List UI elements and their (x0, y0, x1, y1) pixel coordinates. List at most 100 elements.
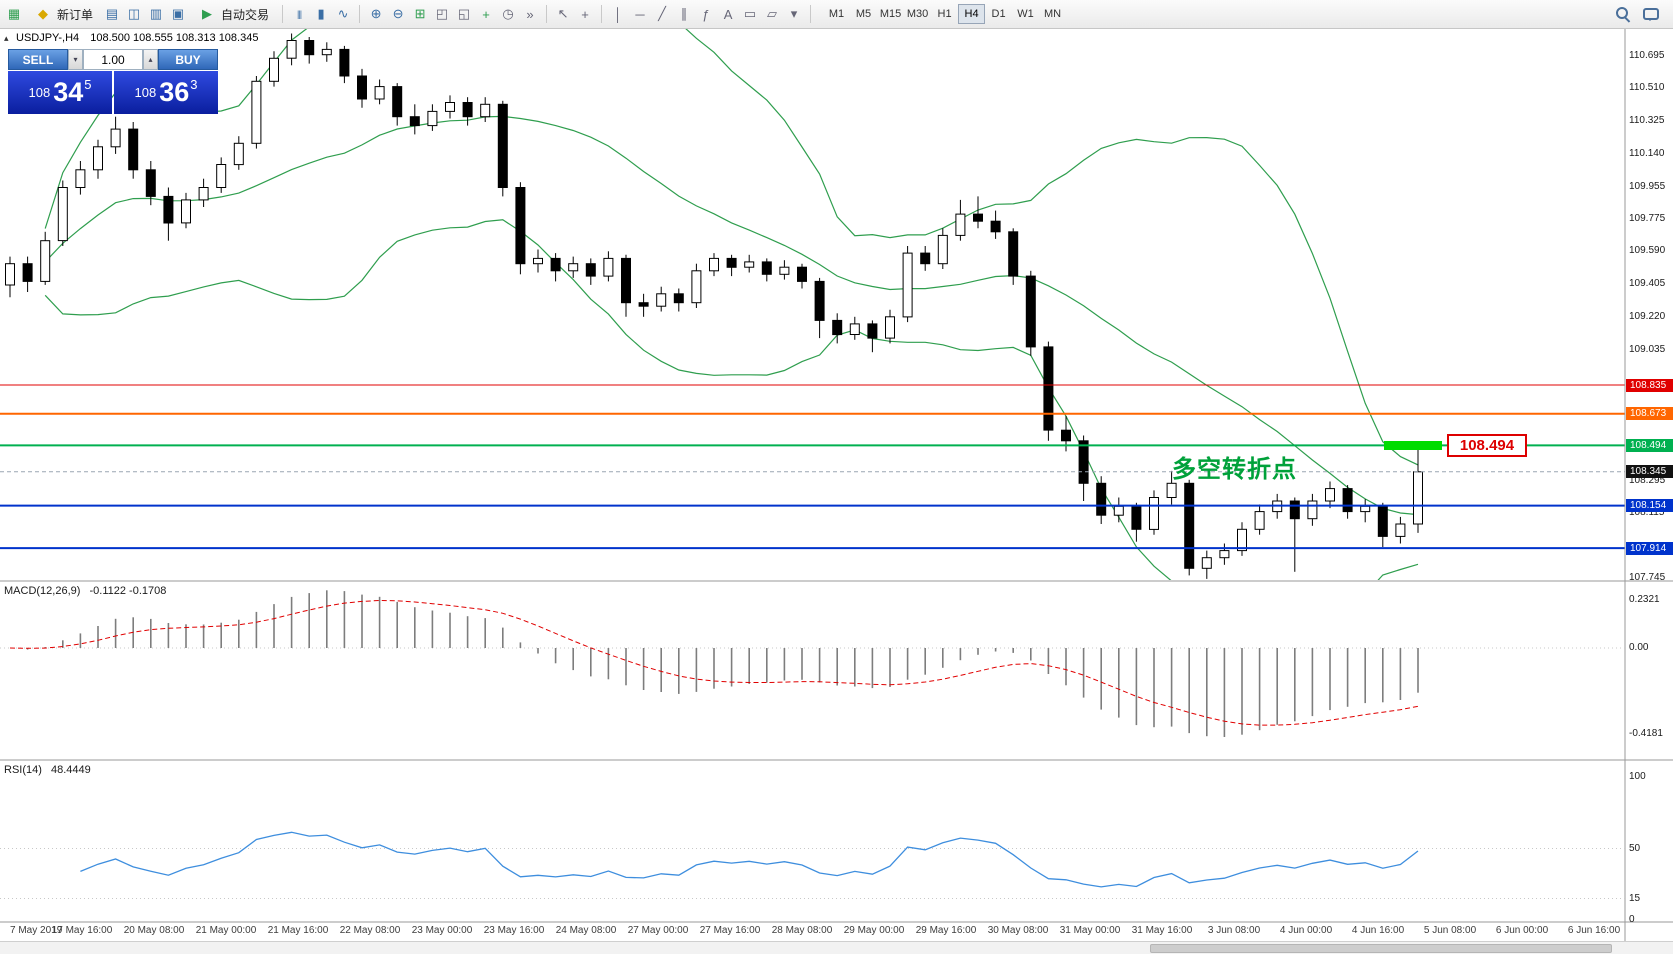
terminal-icon[interactable]: ▣ (171, 6, 185, 21)
indicators-icon[interactable]: + (482, 6, 490, 22)
timeframe-button-d1[interactable]: D1 (985, 4, 1012, 24)
trade-panel-price-row: 108 34 5 108 36 3 (8, 71, 218, 114)
autotrading-label: 自动交易 (221, 7, 270, 22)
sell-price-big: 34 (53, 77, 84, 107)
chart-symbol-period: USDJPY-,H4 (16, 32, 80, 44)
buy-price-sup: 3 (190, 77, 198, 92)
toolbar-separator (601, 5, 603, 23)
time-axis-label: 22 May 08:00 (339, 925, 401, 936)
navigator-icon[interactable]: ▥ (149, 6, 163, 21)
timeframe-button-m30[interactable]: M30 (904, 4, 931, 24)
time-axis-label: 5 Jun 08:00 (1423, 925, 1477, 936)
time-axis-label: 20 May 08:00 (123, 925, 185, 936)
time-axis-label: 31 May 16:00 (1131, 925, 1193, 936)
shapes-icon[interactable]: ▱ (767, 6, 778, 21)
toolbar-separator (282, 5, 284, 23)
sell-price-sup: 5 (84, 77, 92, 92)
trendline-icon[interactable]: ╱ (658, 6, 666, 21)
time-axis-label: 24 May 08:00 (555, 925, 617, 936)
fibonacci-icon[interactable]: ƒ (702, 6, 710, 22)
time-axis[interactable]: 7 May 2019 17 May 16:00 20 May 08:00 21 May… (0, 925, 1625, 940)
tile-windows-icon[interactable]: ◰ (435, 6, 449, 21)
buy-price-button[interactable]: 108 36 3 (114, 71, 218, 114)
timeframe-button-m1[interactable]: M1 (823, 4, 850, 24)
scrollbar-thumb[interactable] (1150, 944, 1612, 953)
trade-panel-top-row: SELL ▾ ▴ BUY (8, 49, 218, 70)
lot-size-input[interactable] (83, 49, 143, 70)
new-chart-icon[interactable]: ▦ (7, 6, 21, 21)
macd-values: -0.1122 -0.1708 (89, 585, 167, 597)
zoom-in-icon[interactable]: ⊕ (370, 6, 382, 21)
bar-chart-icon[interactable]: ||| (297, 9, 302, 19)
community-icon[interactable] (1643, 8, 1659, 21)
toolbar-right-group (1615, 6, 1669, 22)
time-axis-label: 4 Jun 00:00 (1279, 925, 1333, 936)
cascade-windows-icon[interactable]: ◱ (457, 6, 471, 21)
time-axis-label: 4 Jun 16:00 (1351, 925, 1405, 936)
chart-ohlc-values: 108.500 108.555 108.313 108.345 (90, 32, 259, 44)
timeframe-button-m5[interactable]: M5 (850, 4, 877, 24)
market-watch-icon[interactable]: ◫ (127, 6, 141, 21)
text-label-icon[interactable]: ▭ (743, 6, 757, 21)
buy-price-big: 36 (159, 77, 190, 107)
sell-price-prefix: 108 (28, 85, 51, 100)
time-axis-label: 28 May 08:00 (771, 925, 833, 936)
timeframe-button-mn[interactable]: MN (1039, 4, 1066, 24)
price-callout[interactable]: 108.494 (1447, 434, 1527, 457)
time-axis-label: 31 May 00:00 (1059, 925, 1121, 936)
new-order-button[interactable]: ◆ 新订单 (26, 3, 100, 25)
time-axis-label: 3 Jun 08:00 (1207, 925, 1261, 936)
lot-increase-button[interactable]: ▴ (143, 49, 158, 70)
timeframe-button-h4[interactable]: H4 (958, 4, 986, 24)
lot-decrease-button[interactable]: ▾ (68, 49, 83, 70)
grid-icon[interactable]: ⊞ (414, 6, 426, 21)
time-axis-label: 23 May 16:00 (483, 925, 545, 936)
cursor-icon[interactable]: ↖ (557, 6, 569, 21)
time-axis-label: 23 May 00:00 (411, 925, 473, 936)
rsi-label: RSI(14) 48.4449 (4, 764, 91, 776)
text-tool-icon[interactable]: A (723, 6, 733, 22)
toolbar-separator (359, 5, 361, 23)
time-axis-label: 6 Jun 16:00 (1567, 925, 1621, 936)
green-highlight-bar[interactable] (1384, 441, 1442, 450)
chart-shift-icon[interactable]: » (526, 6, 534, 22)
crosshair-icon[interactable]: + (581, 6, 589, 22)
profiles-icon[interactable]: ▤ (105, 6, 119, 21)
horizontal-scrollbar[interactable] (0, 941, 1673, 954)
sell-price-button[interactable]: 108 34 5 (8, 71, 112, 114)
horizontal-line-icon[interactable]: ─ (635, 6, 645, 22)
time-axis-label: 6 Jun 00:00 (1495, 925, 1549, 936)
one-click-toggle-icon[interactable]: ▴ (4, 33, 9, 43)
vertical-line-icon[interactable]: │ (613, 6, 623, 22)
time-axis-label: 21 May 16:00 (267, 925, 329, 936)
bull-bear-turning-point-annotation[interactable]: 多空转折点 (1172, 456, 1297, 483)
clock-icon[interactable]: ◷ (502, 6, 514, 21)
timeframe-button-m15[interactable]: M15 (877, 4, 904, 24)
time-axis-label: 29 May 00:00 (843, 925, 905, 936)
shapes-dropdown-arrow-icon[interactable]: ▾ (790, 6, 798, 21)
candlestick-chart-icon[interactable]: ▮ (317, 6, 325, 21)
timeframe-button-w1[interactable]: W1 (1012, 4, 1039, 24)
channel-icon[interactable]: ∥ (680, 6, 688, 21)
toolbar-separator (546, 5, 548, 23)
buy-price-prefix: 108 (134, 85, 157, 100)
time-axis-label: 27 May 16:00 (699, 925, 761, 936)
autotrading-play-icon: ▶ (202, 6, 213, 21)
search-icon[interactable] (1615, 6, 1631, 22)
sell-button[interactable]: SELL (8, 49, 68, 70)
zoom-out-icon[interactable]: ⊖ (392, 6, 404, 21)
autotrading-button[interactable]: ▶ 自动交易 (190, 3, 276, 25)
time-axis-label: 29 May 16:00 (915, 925, 977, 936)
new-order-icon: ◆ (38, 6, 48, 21)
timeframe-button-h1[interactable]: H1 (931, 4, 958, 24)
new-order-label: 新订单 (57, 7, 94, 22)
rsi-value: 48.4449 (50, 764, 91, 776)
time-axis-label: 21 May 00:00 (195, 925, 257, 936)
macd-label: MACD(12,26,9) -0.1122 -0.1708 (4, 585, 166, 597)
buy-button[interactable]: BUY (158, 49, 218, 70)
line-chart-icon[interactable]: ∿ (337, 6, 349, 21)
time-axis-label: 27 May 00:00 (627, 925, 689, 936)
